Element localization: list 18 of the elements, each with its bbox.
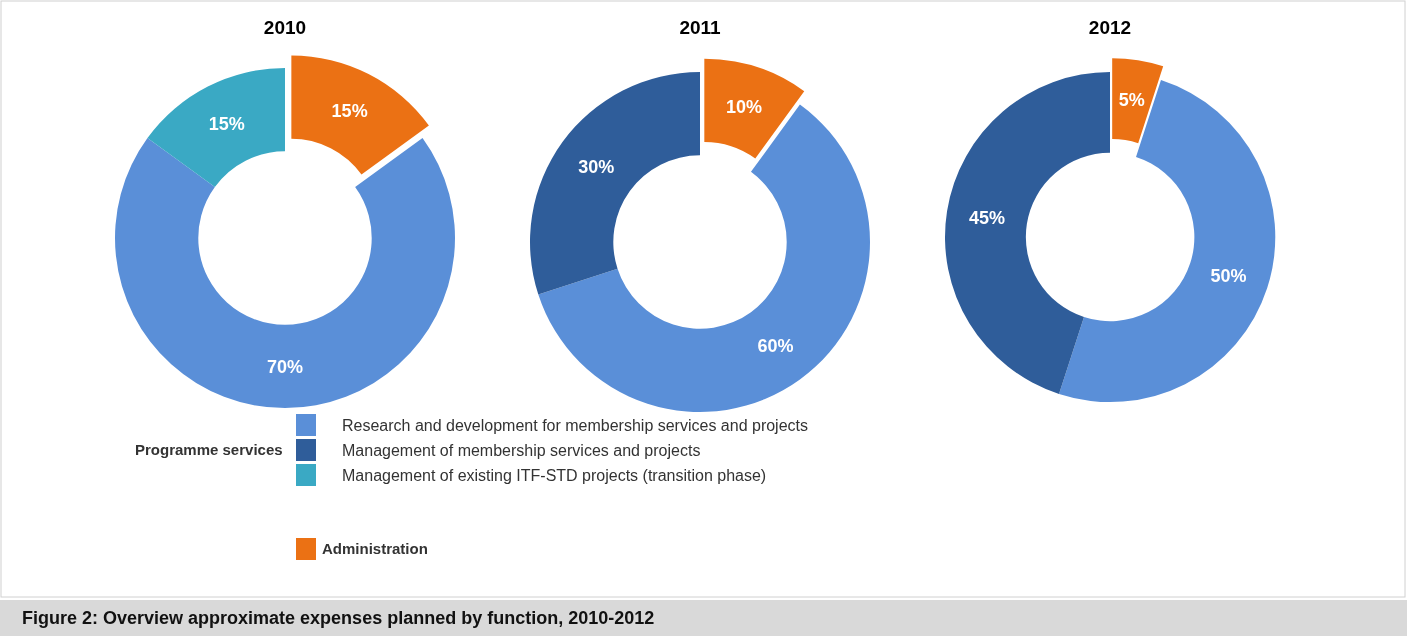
chart-title: 2011 [679,17,722,38]
data-label: 15% [208,113,245,134]
legend-title: Programme services [135,441,283,459]
chart-title: 2012 [1088,17,1132,38]
legend-label: Administration [322,540,428,558]
data-label: 50% [1210,265,1247,286]
data-label: 45% [968,207,1005,228]
data-label: 70% [266,356,304,377]
legend-label: Management of existing ITF-STD projects (transition phase) [342,466,767,484]
legend-label: Research and development for membership services and projects [342,416,809,434]
data-label: 30% [578,156,615,177]
caption: Figure 2: Overview approximate expenses planned by function, 2010-2012 [22,608,655,629]
legend-label: Management of membership services and projects [342,441,701,459]
chart-title: 2010 [263,17,307,38]
data-label: 15% [331,101,368,122]
data-label: 60% [757,336,794,357]
data-label: 5% [1118,90,1145,111]
data-label: 10% [725,96,762,117]
